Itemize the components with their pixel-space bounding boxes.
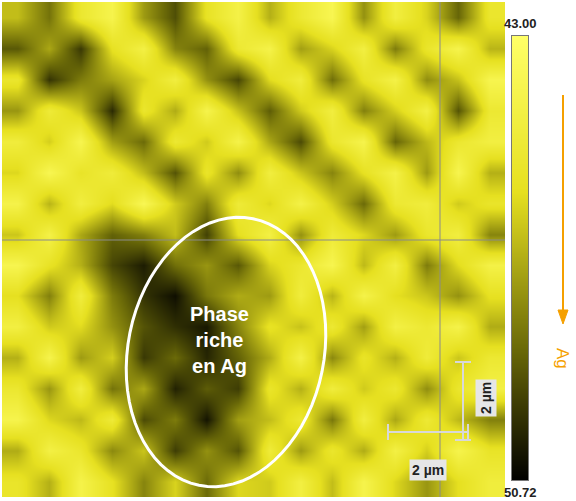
svg-text:Phasericheen Ag: Phasericheen Ag xyxy=(190,303,249,377)
svg-text:2 µm: 2 µm xyxy=(412,462,444,478)
svg-text:2 µm: 2 µm xyxy=(478,382,494,414)
svg-text:50.72: 50.72 xyxy=(504,485,537,500)
svg-text:43.00: 43.00 xyxy=(504,16,537,31)
svg-text:Ag: Ag xyxy=(553,348,572,369)
